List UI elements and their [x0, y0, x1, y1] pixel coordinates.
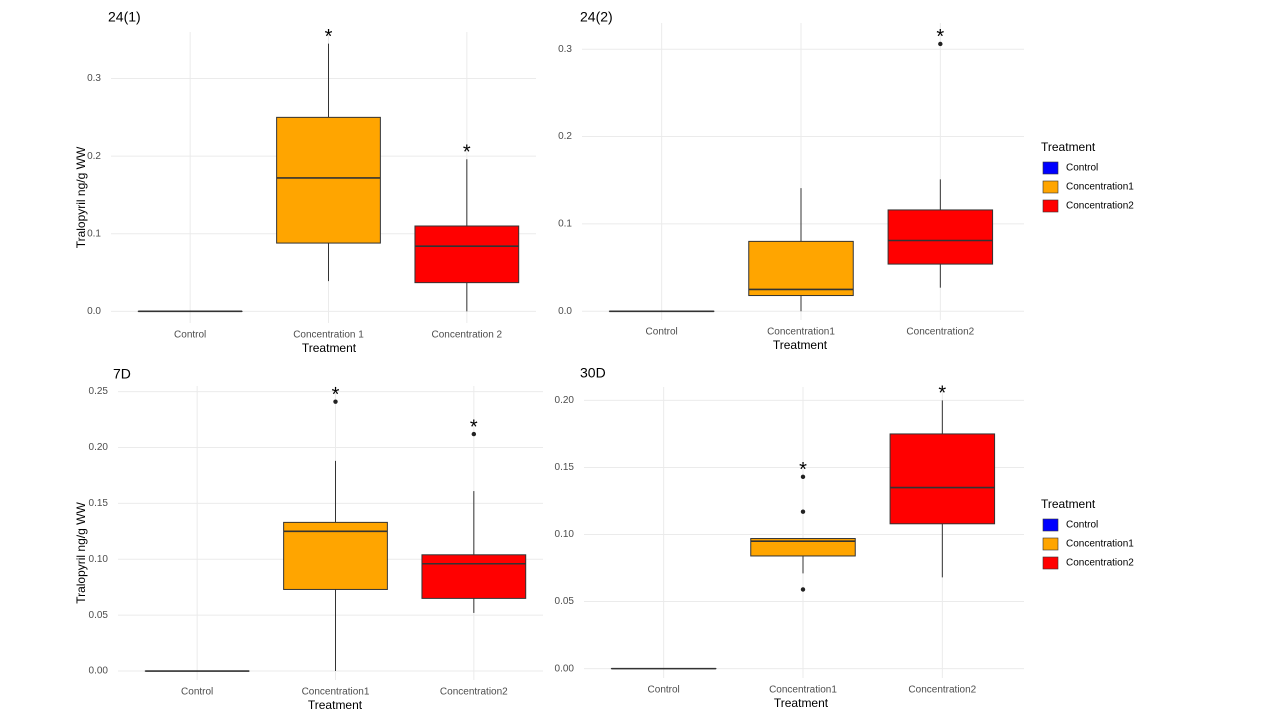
outlier — [938, 41, 943, 47]
significance: * — [463, 142, 471, 164]
y-tick-label: 0.0 — [87, 306, 101, 317]
legend-label: Concentration2 — [1066, 201, 1134, 212]
legend-key — [1042, 518, 1059, 532]
legend-label: Concentration1 — [1066, 539, 1134, 550]
y-tick-label: 0.00 — [89, 666, 109, 677]
legend-title: Treatment — [1041, 140, 1096, 154]
y-tick-label: 0.10 — [89, 554, 109, 565]
x-tick-label: Control — [646, 327, 678, 338]
box — [887, 209, 994, 265]
title: 24(2) — [580, 9, 613, 25]
x-tick-label: Control — [648, 685, 680, 696]
y-tick-label: 0.2 — [87, 151, 101, 162]
outlier — [800, 509, 806, 514]
legend-label: Control — [1066, 163, 1098, 174]
y-tick-label: 0.3 — [87, 73, 101, 84]
outlier — [471, 431, 477, 437]
x-tick-label: Concentration1 — [767, 327, 835, 338]
legend-key — [1042, 537, 1059, 551]
significance: * — [470, 416, 478, 438]
y-tick-label: 0.05 — [89, 610, 109, 621]
legend-key — [1042, 199, 1059, 213]
title: 30D — [580, 365, 606, 381]
box — [750, 538, 856, 557]
y-tick-label: 0.2 — [558, 131, 572, 142]
box — [283, 521, 388, 590]
legend-title: Treatment — [1041, 497, 1096, 511]
y-tick-label: 0.00 — [555, 663, 575, 674]
legend-key — [1042, 556, 1059, 570]
outlier — [333, 399, 338, 404]
y-tick-label: 0.15 — [89, 498, 109, 509]
title: 24(1) — [108, 9, 141, 25]
legend-label: Concentration1 — [1066, 182, 1134, 193]
significance: * — [936, 26, 944, 48]
y-tick-label: 0.25 — [89, 386, 109, 397]
y-tick-label: 0.10 — [555, 529, 575, 540]
box — [276, 116, 381, 244]
y-tick-label: 0.20 — [555, 395, 575, 406]
x-tick-label: Concentration1 — [769, 685, 837, 696]
x-axis-label: Treatment — [773, 338, 828, 352]
significance: * — [332, 384, 340, 406]
box — [414, 225, 520, 284]
y-axis-label: Tralopyril ng/g WW — [74, 502, 88, 604]
y-tick-label: 0.20 — [89, 442, 109, 453]
outlier — [800, 587, 806, 592]
significance: * — [799, 459, 807, 481]
outlier — [800, 474, 806, 480]
x-tick-label: Concentration 2 — [432, 330, 503, 341]
y-tick-label: 0.05 — [555, 596, 575, 607]
x-tick-label: Concentration2 — [440, 687, 508, 698]
x-tick-label: Control — [181, 687, 213, 698]
y-tick-label: 0.1 — [558, 219, 572, 230]
legend-label: Concentration2 — [1066, 558, 1134, 569]
x-axis-label: Treatment — [302, 341, 357, 355]
x-tick-label: Concentration1 — [302, 687, 370, 698]
x-tick-label: Concentration2 — [906, 327, 974, 338]
x-axis-label: Treatment — [308, 698, 363, 712]
y-tick-label: 0.1 — [87, 228, 101, 239]
y-tick-label: 0.0 — [558, 306, 572, 317]
box — [748, 240, 854, 297]
y-tick-label: 0.15 — [555, 462, 575, 473]
y-axis-label: Tralopyril ng/g WW — [74, 146, 88, 248]
box — [889, 433, 996, 525]
x-tick-label: Concentration 1 — [293, 330, 364, 341]
legend-label: Control — [1066, 520, 1098, 531]
box — [421, 554, 527, 599]
y-tick-label: 0.3 — [558, 44, 572, 55]
title: 7D — [113, 366, 131, 382]
significance: * — [325, 26, 333, 48]
x-tick-label: Concentration2 — [908, 685, 976, 696]
x-axis-label: Treatment — [774, 696, 829, 710]
legend-key — [1042, 180, 1059, 194]
legend-key — [1042, 161, 1059, 175]
x-tick-label: Control — [174, 330, 206, 341]
significance: * — [938, 383, 946, 405]
